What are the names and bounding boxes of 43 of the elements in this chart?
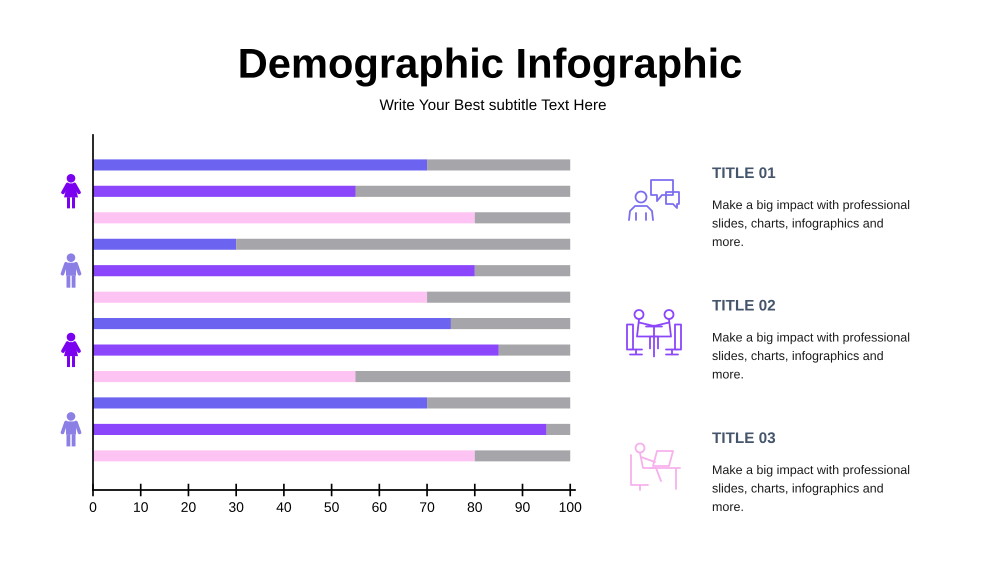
- bar: [474, 212, 570, 224]
- text: Make a big impact with professional slides, charts, infographics and more.: [712, 465, 910, 512]
- bar: [236, 238, 570, 250]
- bar: [93, 344, 499, 356]
- x-tick-label: 60: [372, 502, 387, 512]
- bar: [474, 450, 570, 462]
- bar: [546, 424, 570, 435]
- bar: [93, 212, 475, 224]
- x-tick-label: 80: [468, 502, 482, 512]
- bar: [427, 159, 570, 170]
- bar: [474, 265, 570, 276]
- bar: [93, 186, 356, 197]
- bar: [93, 159, 428, 170]
- text: TITLE 02: [712, 300, 776, 311]
- bar: [93, 424, 546, 435]
- bar: [427, 292, 570, 303]
- bar: [427, 397, 570, 409]
- text: TITLE 03: [712, 432, 776, 444]
- bar: [355, 186, 570, 197]
- text: Make a big impact with professional slides, charts, infographics and more.: [712, 332, 910, 379]
- bar: [93, 318, 451, 330]
- x-tick-label: 30: [228, 502, 244, 512]
- x-tick-label: 70: [420, 502, 434, 512]
- x-tick-label: 20: [181, 502, 196, 512]
- x-tick-label: 40: [276, 502, 292, 512]
- bar: [93, 238, 236, 250]
- bar: [355, 370, 570, 382]
- x-tick-label: 100: [560, 502, 582, 512]
- bar: [93, 292, 428, 303]
- x-tick-label: 0: [90, 502, 96, 512]
- bar: [93, 397, 428, 409]
- bar: [93, 370, 356, 382]
- x-tick-label: 10: [134, 502, 148, 512]
- x-tick-label: 50: [324, 502, 339, 512]
- bar: [498, 344, 570, 356]
- bar: [450, 318, 570, 330]
- chart-title: Demographic Infographic: [240, 47, 742, 87]
- bar: [93, 450, 475, 462]
- text: TITLE 01: [712, 167, 776, 178]
- bar: [93, 265, 475, 276]
- text: Make a big impact with professional slides, charts, infographics and more.: [712, 200, 910, 246]
- chart-subtitle: Write Your Best subtitle Text Here: [380, 98, 606, 110]
- x-tick-label: 90: [515, 502, 530, 512]
